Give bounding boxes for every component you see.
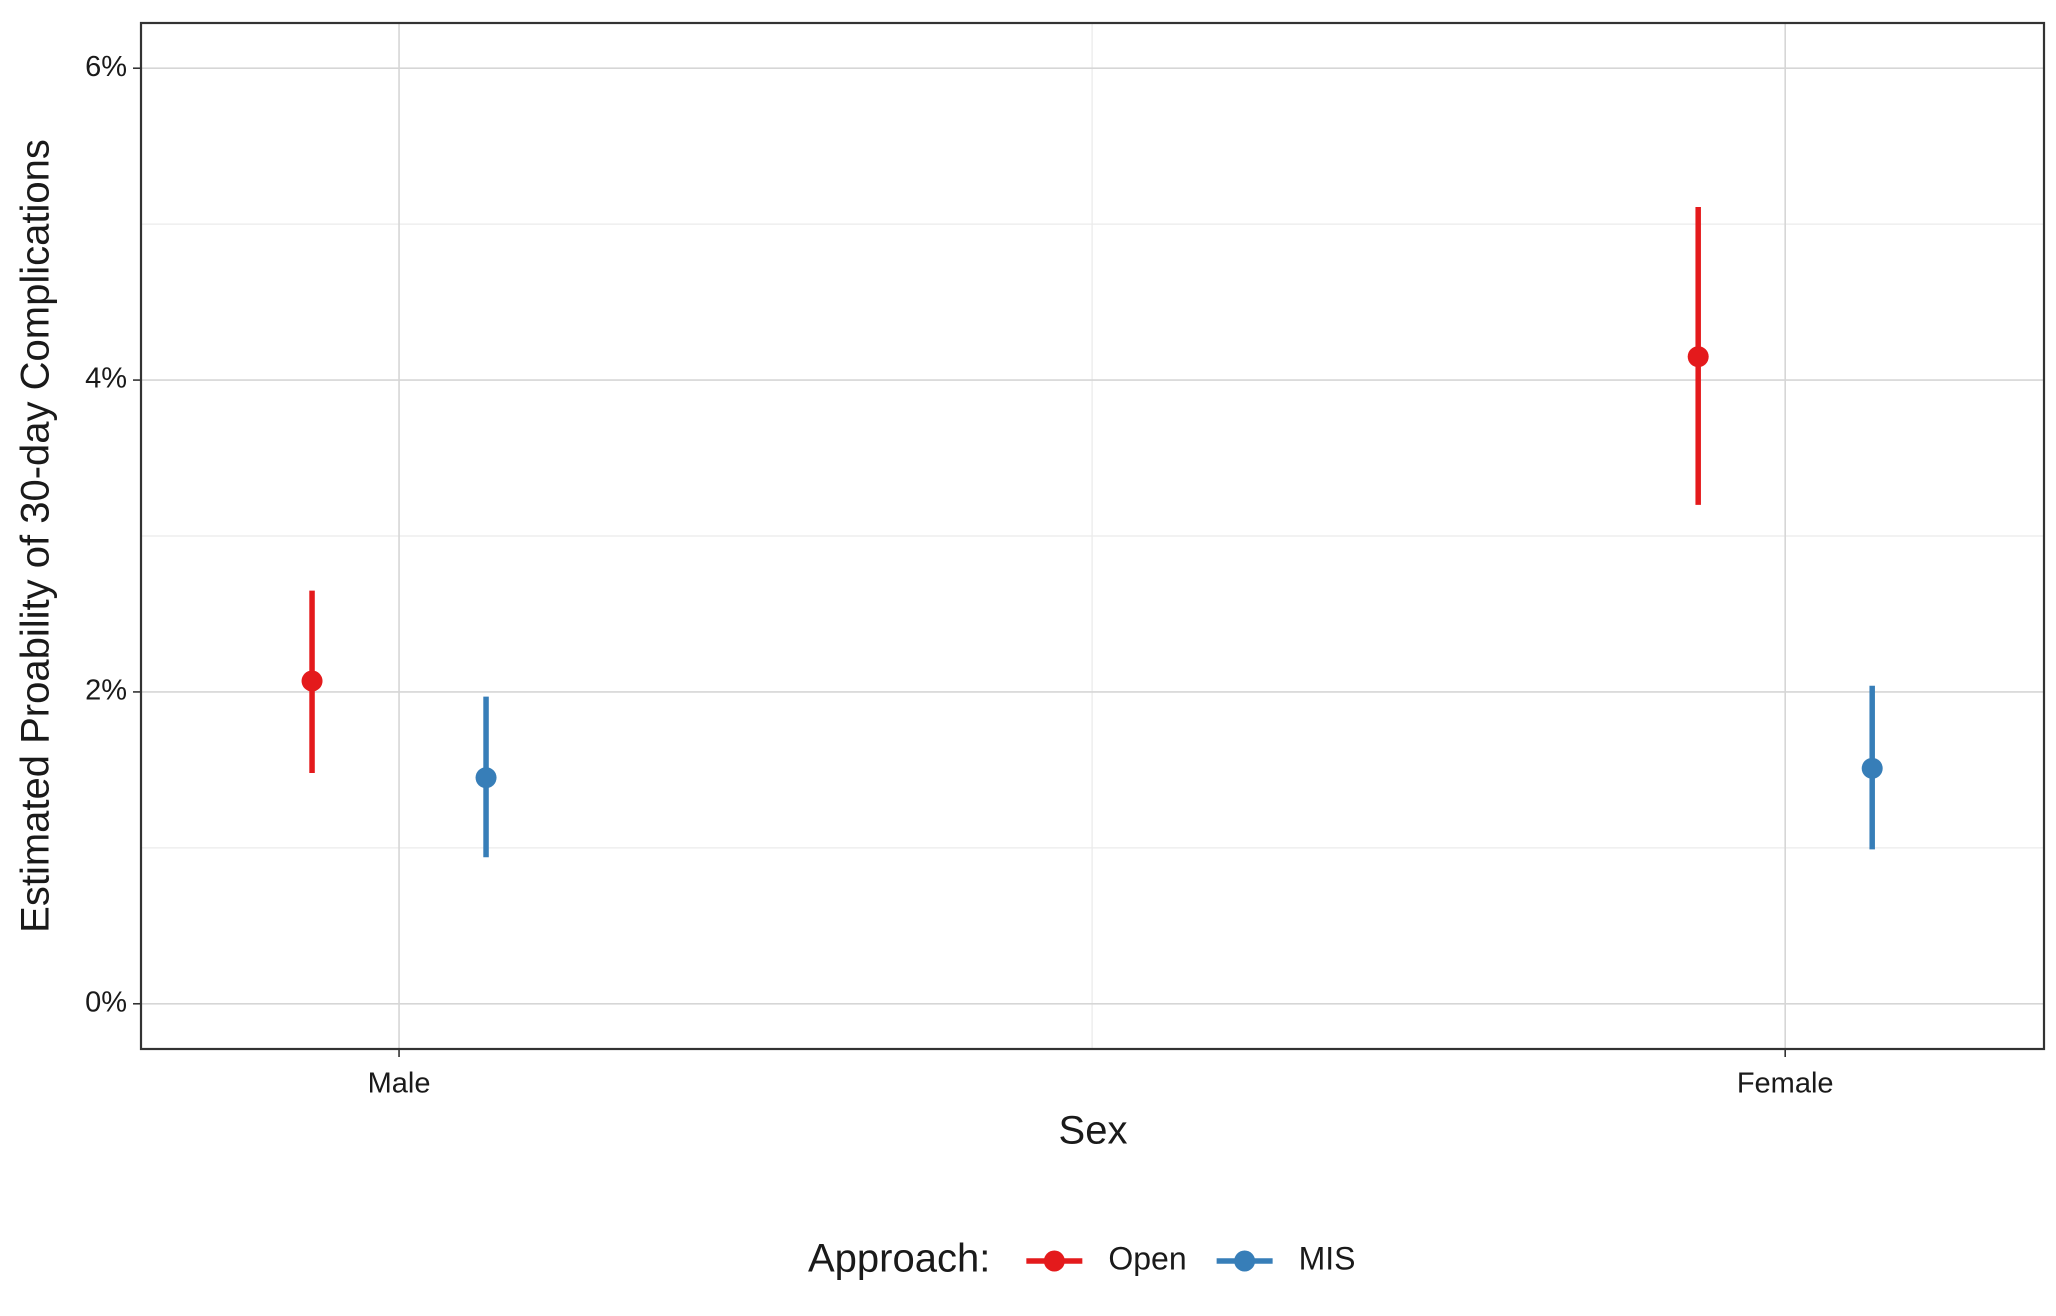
point [475,767,497,789]
x-tick-label: Male [368,1068,431,1100]
y-axis-title: Estimated Proability of 30-day Complicat… [14,139,58,933]
y-tick-label: 6% [85,51,127,83]
point [1861,757,1883,779]
legend-label: MIS [1299,1240,1356,1276]
point [1687,346,1709,368]
point [301,670,323,692]
y-tick-label: 4% [85,363,127,395]
legend-label: Open [1108,1240,1186,1276]
x-axis-title: Sex [1059,1109,1128,1153]
x-tick-label: Female [1737,1068,1834,1100]
legend-title: Approach: [808,1237,990,1281]
y-tick-label: 0% [85,986,127,1018]
plot-border [139,21,2046,1051]
y-tick-label: 2% [85,675,127,707]
legend-key [1043,1250,1065,1272]
legend-key [1234,1250,1256,1272]
